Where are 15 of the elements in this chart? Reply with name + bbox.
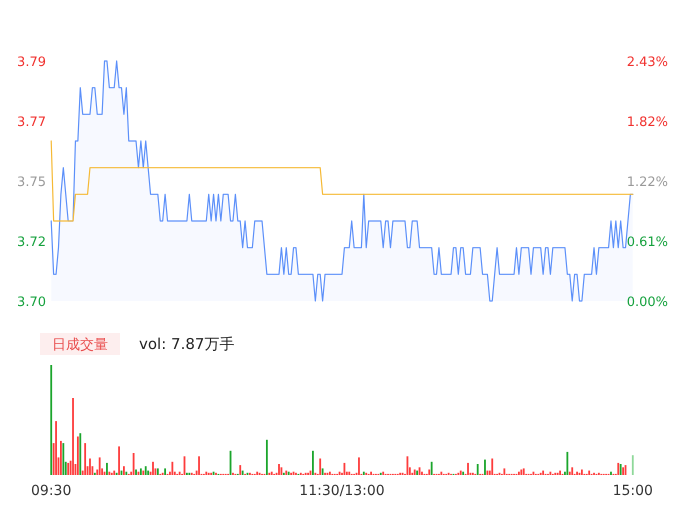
- y2-tick-label: 1.82%: [626, 115, 668, 130]
- y-tick-label: 3.79: [17, 55, 46, 70]
- y-tick-label: 3.75: [17, 175, 46, 190]
- y2-tick-label: 0.00%: [626, 295, 668, 310]
- chart-subtitle: vol: 7.87万手: [139, 335, 234, 353]
- y2-tick-label: 0.61%: [626, 235, 668, 250]
- y-tick-label: 3.72: [17, 235, 46, 250]
- x-tick-label: 15:00: [612, 483, 653, 499]
- y2-tick-label: 2.43%: [626, 55, 668, 70]
- chart-title: 日成交量: [52, 337, 108, 353]
- x-tick-label: 09:30: [31, 483, 72, 499]
- x-tick-label: 11:30/13:00: [299, 483, 385, 499]
- y-tick-label: 3.70: [17, 295, 46, 310]
- y2-tick-label: 1.22%: [626, 175, 668, 190]
- y-tick-label: 3.77: [17, 115, 46, 130]
